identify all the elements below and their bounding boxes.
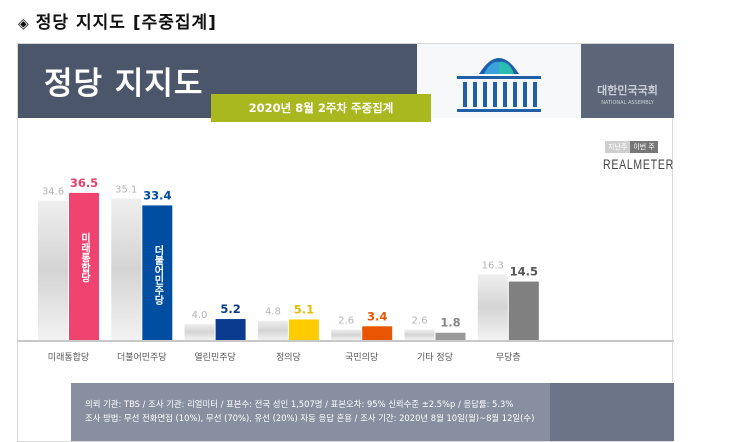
bar-current: [69, 192, 99, 340]
category-label: 더불어민주당: [117, 352, 167, 363]
value-label-prev: 4.8: [265, 307, 281, 318]
bar-current: [435, 332, 466, 340]
bar-current: [288, 319, 319, 340]
category-label: 기타 정당: [417, 352, 453, 363]
assembly-en: NATIONAL ASSEMBLY: [601, 100, 654, 106]
bar-prev: [331, 329, 362, 340]
value-label-prev: 2.6: [412, 316, 428, 327]
value-label-current: 1.8: [440, 316, 460, 330]
chart-card: 정당 지지도 대한민국국회 NATIONAL ASSEMBLY 2020년 8월…: [17, 43, 674, 442]
footer-accent: [550, 383, 674, 441]
legend-cur: 이번 주: [630, 141, 658, 153]
page-heading: ◈ 정당 지지도 [주중집계]: [18, 8, 217, 33]
legend-prev: 지난주: [605, 141, 631, 153]
footer-line-1: 의뢰 기관: TBS / 조사 기관: 리얼미터 / 표본수: 전국 성인 1,…: [85, 399, 514, 409]
bar-current: [362, 326, 393, 340]
category-label: 정의당: [276, 352, 301, 363]
national-assembly-label: 대한민국국회 NATIONAL ASSEMBLY: [581, 44, 674, 118]
value-label-current: 33.4: [143, 188, 171, 202]
assembly-building-icon: [457, 58, 541, 112]
diamond-bullet-icon: ◈: [18, 16, 30, 32]
bar-prev: [38, 200, 68, 340]
category-label: 미래통합당: [48, 352, 89, 363]
assembly-logo: [417, 44, 581, 118]
assembly-ko: 대한민국국회: [597, 84, 658, 97]
heading-text: 정당 지지도 [주중집계]: [35, 13, 217, 33]
party-logo-text: 미래통합당: [79, 232, 91, 284]
value-label-current: 5.2: [220, 302, 240, 316]
value-label-current: 3.4: [367, 309, 387, 323]
footer-line-2: 조사 방법: 무선 전화면접 (10%), 무선 (70%), 유선 (20%)…: [85, 413, 535, 423]
value-label-prev: 34.6: [42, 187, 64, 198]
realmeter-logo: REALMETER: [603, 156, 674, 172]
value-label-current: 36.5: [70, 176, 98, 190]
bar-prev: [404, 329, 435, 340]
value-label-prev: 4.0: [192, 310, 208, 321]
survey-info: 의뢰 기관: TBS / 조사 기관: 리얼미터 / 표본수: 전국 성인 1,…: [71, 383, 674, 441]
footer-text: 의뢰 기관: TBS / 조사 기관: 리얼미터 / 표본수: 전국 성인 1,…: [85, 397, 534, 425]
bar-current: [508, 281, 539, 340]
value-label-prev: 35.1: [115, 185, 137, 196]
bar-prev: [184, 323, 215, 340]
value-label-current: 5.1: [294, 302, 314, 316]
baseline: [18, 340, 674, 342]
subtitle-badge: 2020년 8월 2주차 주중집계: [211, 94, 431, 122]
value-label-current: 14.5: [510, 265, 538, 279]
category-label: 국민의당: [345, 352, 378, 363]
party-logo-text: 더불어민주당: [152, 244, 164, 306]
bar-prev: [257, 320, 288, 340]
value-label-prev: 2.6: [338, 316, 354, 327]
category-label: 열린민주당: [194, 352, 235, 363]
category-label: 무당층: [496, 352, 521, 363]
bar-current: [215, 319, 246, 340]
legend: 지난주 이번 주: [605, 141, 658, 153]
value-label-prev: 16.3: [482, 260, 504, 271]
bar-current: [142, 205, 173, 340]
bar-prev: [111, 198, 142, 340]
bar-prev: [477, 274, 508, 340]
chart-title: 정당 지지도: [44, 66, 204, 102]
